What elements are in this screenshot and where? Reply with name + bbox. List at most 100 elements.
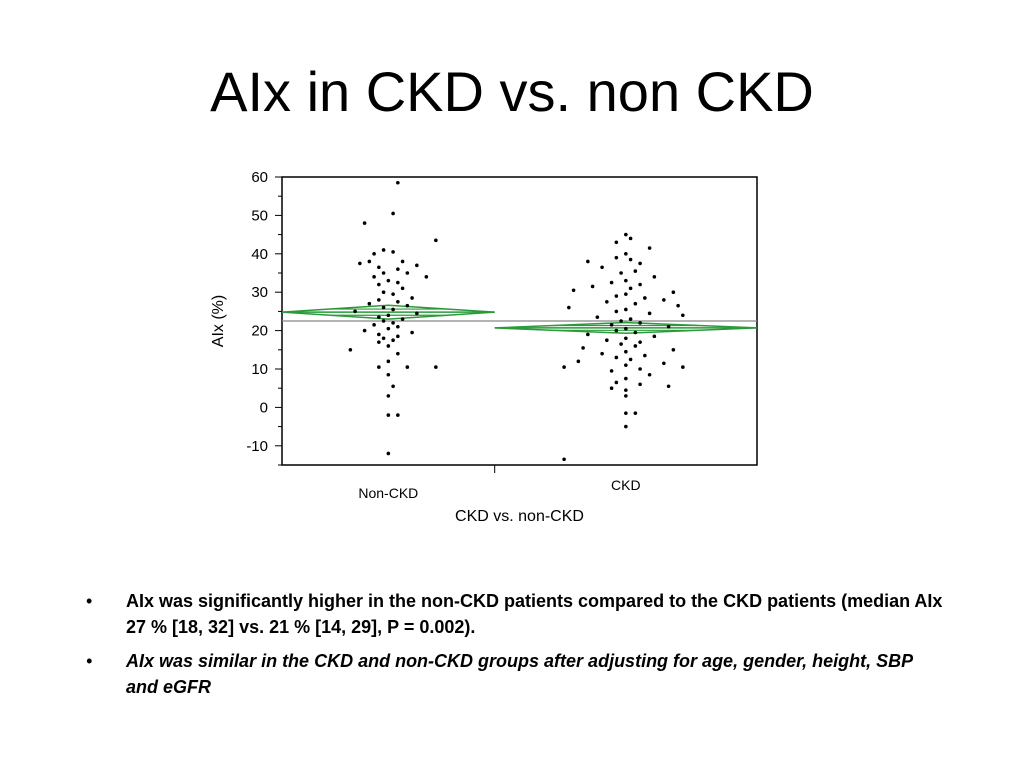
data-point <box>638 340 642 344</box>
data-point <box>633 344 638 348</box>
data-point <box>652 334 657 339</box>
data-point <box>377 315 381 319</box>
data-point <box>391 338 395 342</box>
data-point <box>372 275 376 279</box>
y-tick-label: 50 <box>251 207 268 224</box>
data-point <box>353 309 357 314</box>
data-point <box>396 324 400 329</box>
data-point <box>624 388 628 392</box>
data-point <box>410 330 414 335</box>
data-point <box>391 211 395 216</box>
data-point <box>381 305 386 310</box>
data-point <box>681 313 685 318</box>
data-point <box>619 319 623 323</box>
data-point <box>600 351 604 356</box>
data-point <box>391 384 395 389</box>
data-point <box>386 359 391 364</box>
data-point <box>638 367 642 371</box>
data-point <box>633 411 638 415</box>
data-point <box>628 286 633 291</box>
data-point <box>624 411 628 415</box>
data-point <box>671 290 676 294</box>
y-tick-label: 40 <box>251 246 268 263</box>
y-tick-label: 0 <box>260 399 268 416</box>
data-point <box>377 332 381 337</box>
data-point <box>638 321 642 325</box>
data-point <box>600 265 604 270</box>
data-point <box>633 330 638 335</box>
data-point <box>386 278 391 283</box>
data-point <box>681 365 685 369</box>
data-point <box>400 317 405 321</box>
data-point <box>405 365 410 369</box>
data-point <box>377 298 381 302</box>
y-tick-label: 60 <box>251 169 268 186</box>
data-point <box>415 263 419 268</box>
data-point <box>410 296 414 300</box>
data-point <box>396 413 400 417</box>
data-point <box>400 259 405 264</box>
data-point <box>386 344 391 348</box>
data-point <box>624 394 628 398</box>
data-point <box>377 340 381 344</box>
data-point <box>647 246 652 250</box>
data-point <box>562 365 566 369</box>
data-point <box>624 232 628 237</box>
data-point <box>624 349 628 354</box>
data-point <box>367 301 372 306</box>
data-point <box>638 261 642 266</box>
data-point <box>377 265 381 270</box>
y-tick-label: 30 <box>251 284 268 301</box>
data-point <box>624 326 628 331</box>
x-category-label: Non-CKD <box>358 485 418 501</box>
data-point <box>424 275 429 279</box>
x-axis-title: CKD vs. non-CKD <box>455 508 584 525</box>
data-point <box>633 269 638 273</box>
data-point <box>377 365 381 369</box>
data-point <box>415 311 419 316</box>
data-point <box>676 303 680 308</box>
data-point <box>381 319 386 323</box>
data-point <box>628 257 633 262</box>
data-point <box>671 348 676 352</box>
data-point <box>605 338 609 342</box>
y-tick-label: -10 <box>246 438 268 455</box>
data-point <box>628 236 633 241</box>
data-point <box>643 353 647 358</box>
data-point <box>391 292 395 296</box>
data-point <box>434 365 438 369</box>
data-point <box>666 384 671 389</box>
data-point <box>396 300 400 304</box>
data-point <box>396 334 400 339</box>
data-point <box>586 259 590 264</box>
y-axis-title: AIx (%) <box>210 295 227 347</box>
data-point <box>571 288 576 293</box>
data-point <box>362 221 367 225</box>
data-point <box>624 336 628 341</box>
data-point <box>396 351 400 356</box>
y-tick-label: 10 <box>251 361 268 378</box>
data-point <box>396 280 400 285</box>
data-point <box>624 307 628 312</box>
data-point <box>386 413 391 417</box>
data-point <box>624 278 628 283</box>
slide-title: AIx in CKD vs. non CKD <box>210 60 814 123</box>
data-point <box>362 328 367 333</box>
data-point <box>405 271 410 275</box>
x-category-label: CKD <box>611 477 641 493</box>
data-point <box>405 303 410 308</box>
data-point <box>605 300 609 304</box>
y-tick-label: 20 <box>251 323 268 340</box>
data-point <box>652 275 657 279</box>
bullet-text: AIx was significantly higher in the non-… <box>126 591 943 637</box>
bullet-marker: • <box>86 591 93 611</box>
data-point <box>614 294 619 298</box>
data-point <box>614 355 619 360</box>
data-point <box>391 321 395 325</box>
data-point <box>386 313 391 318</box>
data-point <box>619 271 623 275</box>
data-point <box>386 394 391 398</box>
data-point <box>628 357 633 362</box>
data-point <box>624 376 628 381</box>
data-point <box>386 451 391 456</box>
